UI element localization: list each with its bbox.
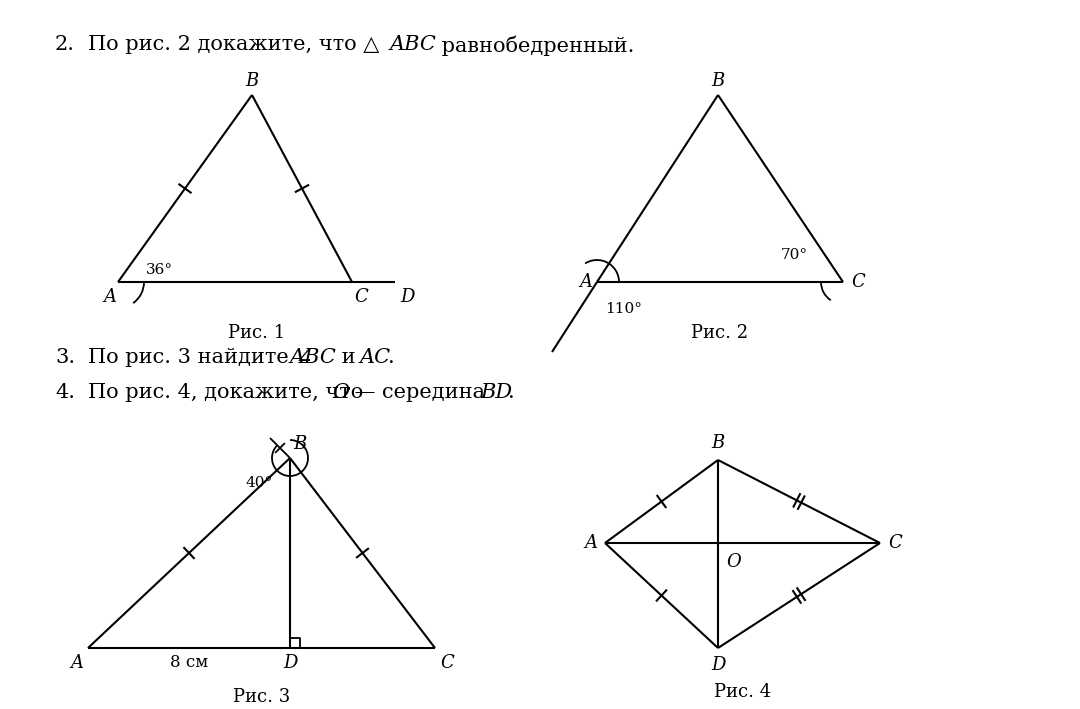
Text: B: B (712, 72, 725, 90)
Text: 2.: 2. (55, 35, 75, 54)
Text: 70°: 70° (781, 248, 808, 262)
Text: По рис. 2 докажите, что △: По рис. 2 докажите, что △ (87, 35, 379, 54)
Text: D: D (283, 654, 297, 672)
Text: A: A (584, 534, 597, 552)
Text: По рис. 4, докажите, что: По рис. 4, докажите, что (87, 383, 369, 402)
Text: .: . (388, 348, 395, 367)
Text: .: . (508, 383, 515, 402)
Text: Рис. 3: Рис. 3 (233, 688, 291, 706)
Text: AC: AC (360, 348, 391, 367)
Text: C: C (354, 288, 368, 306)
Text: BD: BD (480, 383, 512, 402)
Text: 110°: 110° (605, 302, 642, 316)
Text: 36°: 36° (146, 263, 173, 277)
Text: B: B (245, 72, 258, 90)
Text: 40°: 40° (245, 476, 272, 490)
Text: C: C (440, 654, 454, 672)
Text: По рис. 3 найдите ∠: По рис. 3 найдите ∠ (87, 348, 313, 367)
Text: B: B (712, 434, 725, 452)
Text: Рис. 2: Рис. 2 (691, 324, 748, 342)
Text: 4.: 4. (55, 383, 75, 402)
Text: A: A (579, 273, 592, 291)
Text: A: A (70, 654, 83, 672)
Text: Рис. 4: Рис. 4 (714, 683, 771, 701)
Text: C: C (888, 534, 902, 552)
Text: C: C (851, 273, 865, 291)
Text: равнобедренный.: равнобедренный. (435, 35, 634, 55)
Text: A: A (103, 288, 116, 306)
Text: 3.: 3. (55, 348, 76, 367)
Text: O: O (332, 383, 349, 402)
Text: ABC: ABC (390, 35, 437, 54)
Text: ABC: ABC (291, 348, 337, 367)
Text: B: B (293, 435, 307, 453)
Text: D: D (711, 656, 725, 674)
Text: — середина: — середина (348, 383, 491, 402)
Text: 8 см: 8 см (170, 654, 208, 671)
Text: D: D (400, 288, 415, 306)
Text: и: и (335, 348, 362, 367)
Text: Рис. 1: Рис. 1 (228, 324, 285, 342)
Text: O: O (726, 553, 741, 571)
